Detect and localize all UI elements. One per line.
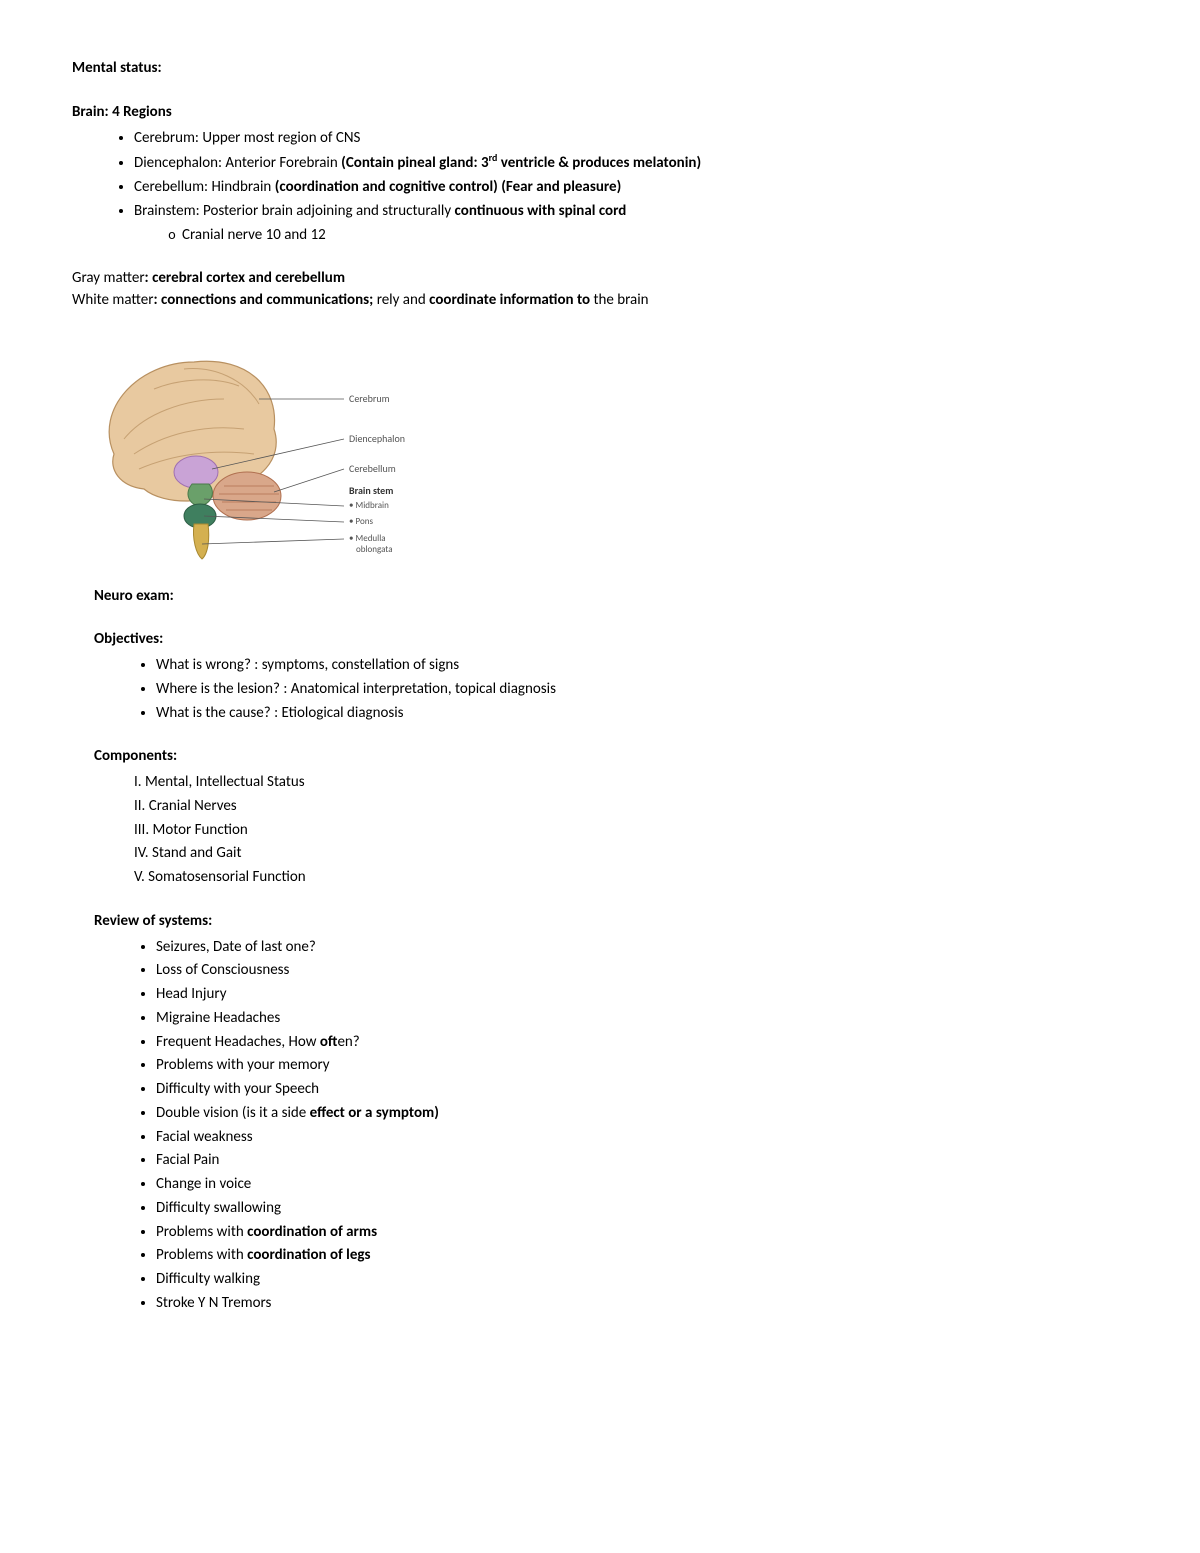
list-item: What is wrong? : symptoms, constellation… bbox=[156, 655, 1128, 677]
list-item: Difficulty walking bbox=[156, 1269, 1128, 1291]
brain-diagram: Cerebrum Diencephalon Cerebellum Brain s… bbox=[84, 344, 444, 574]
list-item: Problems with coordination of arms bbox=[156, 1222, 1128, 1244]
midbrain-shape bbox=[188, 484, 212, 506]
list-item: V. Somatosensorial Function bbox=[134, 867, 1128, 889]
list-item-text: Cerebellum: Hindbrain (coordination and … bbox=[134, 178, 621, 196]
list-item: Problems with your memory bbox=[156, 1055, 1128, 1077]
brain-regions-sublist: Cranial nerve 10 and 12 bbox=[134, 225, 1128, 247]
list-item: Where is the lesion? : Anatomical interp… bbox=[156, 679, 1128, 701]
list-item-text: Brainstem: Posterior brain adjoining and… bbox=[134, 202, 626, 220]
list-item: Cranial nerve 10 and 12 bbox=[182, 225, 1128, 247]
review-list: Seizures, Date of last one? Loss of Cons… bbox=[94, 937, 1128, 1315]
label-pons: • Pons bbox=[349, 516, 373, 527]
list-item: Facial weakness bbox=[156, 1127, 1128, 1149]
list-item: Migraine Headaches bbox=[156, 1008, 1128, 1030]
list-item: Difficulty with your Speech bbox=[156, 1079, 1128, 1101]
label-medulla: • Medulla bbox=[349, 533, 386, 544]
medulla-shape bbox=[193, 524, 208, 559]
brain-regions-heading: Brain: 4 Regions bbox=[72, 102, 1128, 124]
list-item: Change in voice bbox=[156, 1174, 1128, 1196]
list-item: Brainstem: Posterior brain adjoining and… bbox=[134, 201, 1128, 247]
review-heading: Review of systems: bbox=[94, 911, 1128, 933]
list-item: Diencephalon: Anterior Forebrain (Contai… bbox=[134, 151, 1128, 175]
list-item: Cerebrum: Upper most region of CNS bbox=[134, 128, 1128, 150]
list-item: Head Injury bbox=[156, 984, 1128, 1006]
list-item: What is the cause? : Etiological diagnos… bbox=[156, 703, 1128, 725]
objectives-list: What is wrong? : symptoms, constellation… bbox=[94, 655, 1128, 724]
list-item: IV. Stand and Gait bbox=[134, 843, 1128, 865]
neuro-exam-heading: Neuro exam: bbox=[94, 586, 1128, 608]
list-item: Double vision (is it a side effect or a … bbox=[156, 1103, 1128, 1125]
list-item: Seizures, Date of last one? bbox=[156, 937, 1128, 959]
cerebellum-shape bbox=[213, 472, 281, 520]
label-diencephalon: Diencephalon bbox=[349, 432, 405, 445]
list-item: Frequent Headaches, How often? bbox=[156, 1032, 1128, 1054]
page-title: Mental status: bbox=[72, 58, 1128, 80]
gray-matter-text: Gray matter: cerebral cortex and cerebel… bbox=[72, 268, 1128, 290]
list-item-text: Diencephalon: Anterior Forebrain (Contai… bbox=[134, 154, 701, 172]
label-midbrain: • Midbrain bbox=[349, 500, 389, 511]
brain-regions-list: Cerebrum: Upper most region of CNS Dienc… bbox=[72, 128, 1128, 247]
label-oblongata: oblongata bbox=[356, 544, 393, 555]
white-matter-text: White matter: connections and communicat… bbox=[72, 290, 1128, 312]
diencephalon-shape bbox=[174, 456, 218, 488]
list-item: Stroke Y N Tremors bbox=[156, 1293, 1128, 1315]
components-list: I. Mental, Intellectual Status II. Crani… bbox=[94, 772, 1128, 889]
list-item: Cerebellum: Hindbrain (coordination and … bbox=[134, 177, 1128, 199]
list-item: Problems with coordination of legs bbox=[156, 1245, 1128, 1267]
label-cerebrum: Cerebrum bbox=[349, 392, 390, 405]
list-item: Facial Pain bbox=[156, 1150, 1128, 1172]
list-item: Difficulty swallowing bbox=[156, 1198, 1128, 1220]
list-item: III. Motor Function bbox=[134, 820, 1128, 842]
list-item: I. Mental, Intellectual Status bbox=[134, 772, 1128, 794]
label-cerebellum: Cerebellum bbox=[349, 462, 396, 475]
label-brain-stem: Brain stem bbox=[349, 484, 393, 497]
list-item: Loss of Consciousness bbox=[156, 960, 1128, 982]
components-heading: Components: bbox=[94, 746, 1128, 768]
list-item: II. Cranial Nerves bbox=[134, 796, 1128, 818]
objectives-heading: Objectives: bbox=[94, 629, 1128, 651]
